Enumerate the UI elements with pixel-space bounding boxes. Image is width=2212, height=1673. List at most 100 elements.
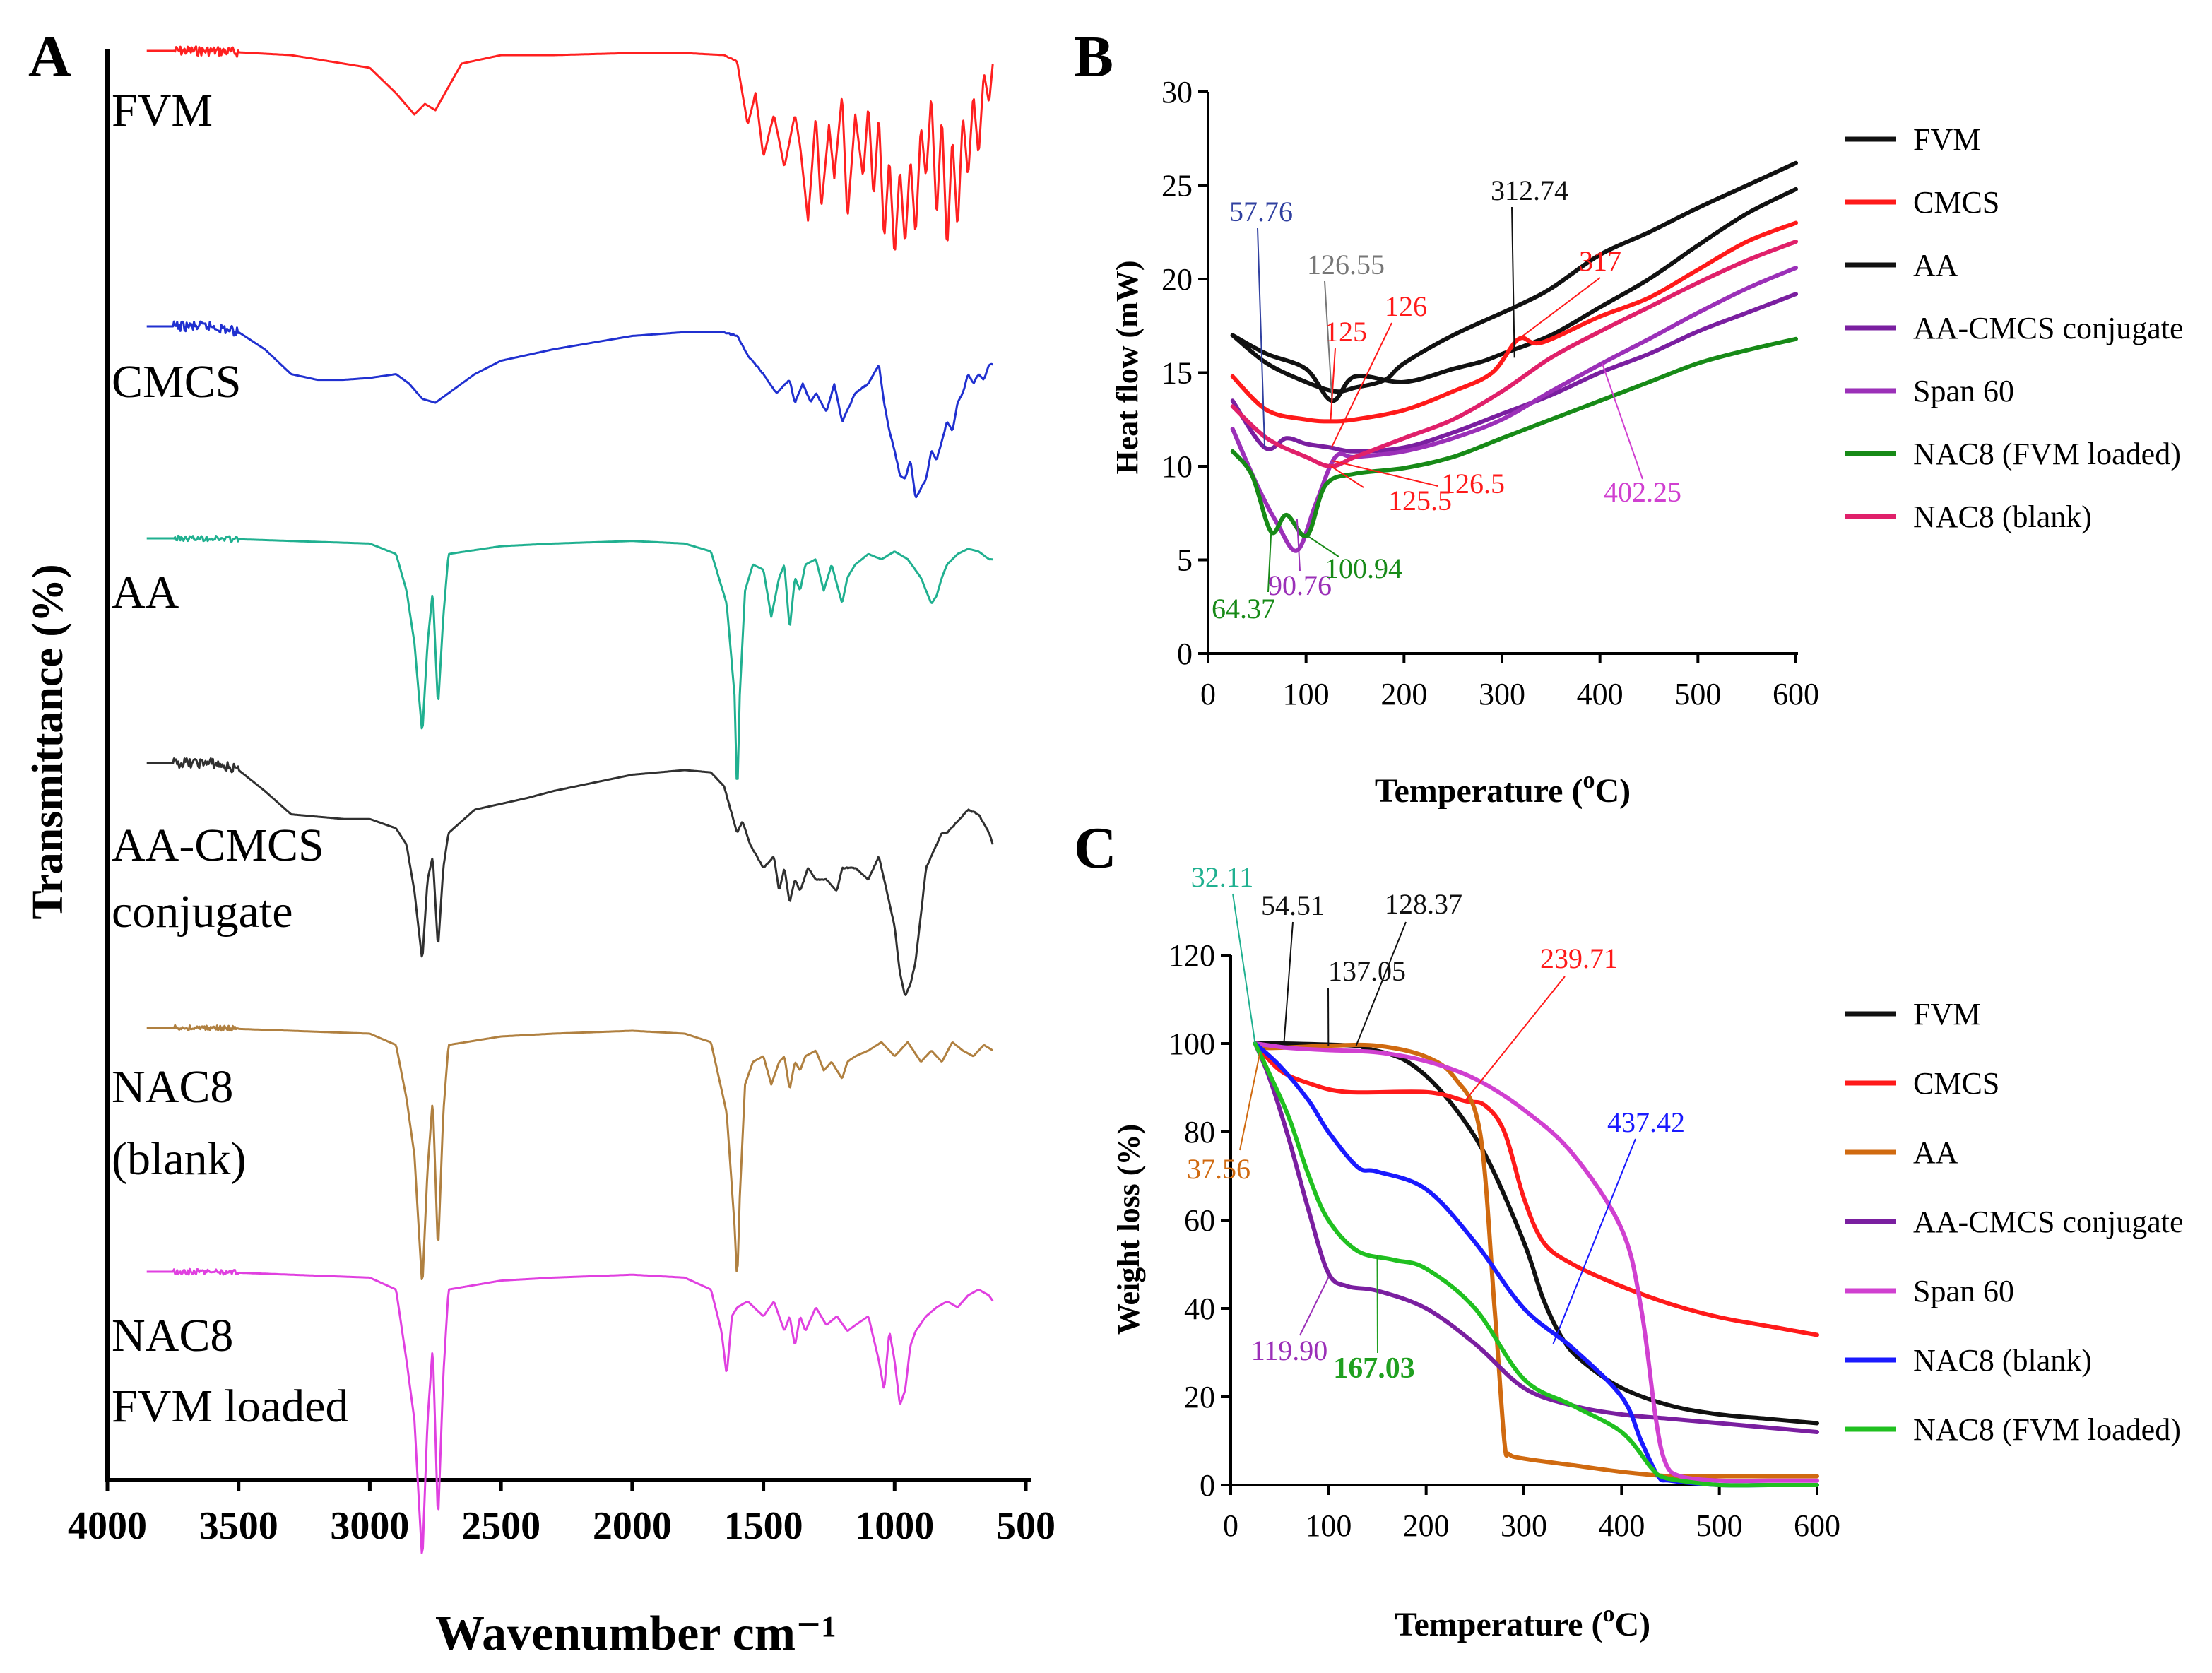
panel-a-traces <box>146 45 994 1554</box>
panel-a-x-tick-label: 2000 <box>593 1504 672 1548</box>
panel-c-annotation-leader <box>1239 1052 1261 1151</box>
panel-b-annotation-leader <box>1306 535 1339 557</box>
panel-a-letter: A <box>28 24 71 90</box>
panel-c-y-tick-label: 20 <box>1184 1380 1215 1414</box>
panel-b-series <box>1230 160 1798 553</box>
panel-c-y-tick-label: 40 <box>1184 1291 1215 1326</box>
panel-c-annotation-label: 167.03 <box>1333 1352 1415 1385</box>
panel-b-annotation-leader <box>1296 519 1301 572</box>
panel-a-x-tick-label: 500 <box>996 1504 1055 1548</box>
ftir-trace-cmcs <box>146 320 994 499</box>
panel-c-annotation-leader <box>1464 976 1566 1101</box>
panel-b-legend-label: NAC8 (FVM loaded) <box>1913 437 2181 471</box>
panel-c-x-axis-label-end: C) <box>1614 1606 1650 1643</box>
panel-b-annotation-label: 126.55 <box>1307 249 1385 280</box>
panel-c-annotation-label: 32.11 <box>1191 861 1254 893</box>
panel-b-legend: FVM CMCS AA AA-CMCS conjugate Span 60 NAC8 (F… <box>1845 122 2184 534</box>
panel-b-series-span-60 <box>1230 266 1798 553</box>
panel-b-x-ticks: 0 100 200 300 400 500 600 <box>1200 654 1819 711</box>
panel-a-x-tick-label: 3000 <box>330 1504 409 1548</box>
trace-label-nac8-blank-line2: (blank) <box>112 1133 247 1185</box>
ftir-trace-fvm <box>146 45 994 251</box>
trace-label-aa-cmcs-line1: AA-CMCS <box>112 820 324 871</box>
panel-b-annotation-leader <box>1257 227 1266 448</box>
panel-c-x-tick-label: 100 <box>1305 1508 1352 1543</box>
panel-c-y-tick-label: 100 <box>1169 1027 1215 1061</box>
panel-c-x-tick-label: 600 <box>1794 1508 1840 1543</box>
panel-b-x-axis-label-main: Temperature ( <box>1375 772 1583 810</box>
panel-b-dsc: 0 5 10 15 20 25 30 0 100 200 300 400 500 600 Heat fl… <box>1110 75 2184 810</box>
trace-label-cmcs: CMCS <box>112 356 241 408</box>
panel-c-x-tick-label: 500 <box>1696 1508 1743 1543</box>
panel-a-x-tick-label: 2500 <box>461 1504 540 1548</box>
panel-b-x-tick-label: 300 <box>1479 677 1525 711</box>
panel-b-y-tick-label: 20 <box>1161 262 1193 297</box>
panel-a-x-tick-label: 1000 <box>855 1504 934 1548</box>
panel-c-legend-label: Span 60 <box>1913 1274 2014 1308</box>
trace-label-fvm: FVM <box>112 85 213 136</box>
panel-b-y-tick-label: 15 <box>1161 356 1193 391</box>
panel-c-series-nac8-blank <box>1253 1041 1819 1488</box>
panel-c-x-tick-label: 0 <box>1223 1508 1238 1543</box>
panel-a-x-axis-label: Wavenumber cm⁻¹ <box>435 1607 836 1661</box>
ftir-trace-aa <box>146 534 993 780</box>
panel-c-annotation-label: 119.90 <box>1251 1335 1328 1366</box>
panel-c-x-axis-label: Temperature (oC) <box>1395 1601 1650 1643</box>
panel-b-annotation-label: 100.94 <box>1325 552 1402 584</box>
panel-b-x-tick-label: 600 <box>1773 677 1819 711</box>
trace-label-aa: AA <box>112 567 179 618</box>
panel-b-annotation-leader <box>1267 531 1272 593</box>
panel-c-x-tick-label: 400 <box>1598 1508 1645 1543</box>
panel-b-annotation-leader <box>1324 280 1333 401</box>
panel-c-series-aa <box>1253 1041 1819 1479</box>
panel-c-y-tick-label: 80 <box>1184 1115 1215 1149</box>
trace-label-nac8-fvm-line2: FVM loaded <box>112 1381 348 1432</box>
panel-b-x-axis-label: Temperature (oC) <box>1375 767 1631 810</box>
panel-a-x-tick-label: 1500 <box>724 1504 803 1548</box>
panel-c-annotation-label: 137.05 <box>1328 955 1406 987</box>
panel-b-y-tick-label: 25 <box>1161 169 1193 203</box>
panel-b-y-axis-label: Heat flow (mW) <box>1110 260 1145 474</box>
panel-b-annotation-label: 126 <box>1385 290 1427 322</box>
panel-b-annotation-label: 64.37 <box>1212 593 1275 625</box>
panel-b-legend-label: FVM <box>1913 122 1980 157</box>
panel-b-series-nac8-fvm-loaded <box>1230 336 1798 538</box>
panel-a-x-ticks: 4000 3500 3000 2500 2000 1500 1000 500 <box>68 1480 1055 1548</box>
panel-b-x-axis-label-sup: o <box>1583 767 1595 793</box>
panel-c-series-nac8-fvm-loaded <box>1253 1041 1819 1488</box>
panel-c-legend-label: AA-CMCS conjugate <box>1913 1205 2184 1239</box>
panel-b-x-tick-label: 400 <box>1577 677 1623 711</box>
panel-c-legend-label: NAC8 (FVM loaded) <box>1913 1412 2181 1447</box>
panel-b-annotation-leader <box>1601 362 1643 480</box>
panel-b-annotation-leader <box>1518 277 1601 340</box>
panel-b-series-cmcs <box>1230 220 1798 424</box>
panel-b-x-tick-label: 0 <box>1200 677 1216 711</box>
panel-b-y-tick-label: 5 <box>1177 543 1193 578</box>
panel-c-x-tick-label: 300 <box>1501 1508 1547 1543</box>
panel-c-annotation-leader <box>1283 921 1294 1044</box>
panel-c-series-span-60 <box>1253 1041 1819 1484</box>
panel-c-annotation-label: 437.42 <box>1607 1106 1685 1138</box>
panel-a-x-tick-label: 3500 <box>199 1504 278 1548</box>
panel-a-trace-labels: FVM CMCS AA AA-CMCS conjugate NAC8 (blan… <box>112 85 348 1432</box>
panel-c-legend-label: CMCS <box>1913 1066 1999 1101</box>
panel-c-tga: 0 20 40 60 80 100 120 0 100 200 300 400 500 600 Weig… <box>1111 861 2184 1643</box>
panel-c-annotation-label: 239.71 <box>1540 942 1618 974</box>
panel-c-legend-label: FVM <box>1913 997 1980 1031</box>
panel-b-y-tick-label: 10 <box>1161 449 1193 484</box>
panel-b-annotation-label: 57.76 <box>1229 196 1293 227</box>
panel-b-legend-label: Span 60 <box>1913 374 2014 408</box>
panel-b-series-aa <box>1230 160 1798 394</box>
panel-b-annotation-label: 125.5 <box>1388 485 1452 516</box>
panel-a-y-axis-label: Transmittance (%) <box>24 564 72 919</box>
panel-b-annotation-label: 402.25 <box>1604 476 1681 508</box>
panel-b-annotation-label: 317 <box>1579 245 1621 277</box>
panel-c-x-axis-label-sup: o <box>1602 1601 1614 1627</box>
panel-b-series-nac8-blank <box>1230 240 1798 468</box>
ftir-trace-aa-cmcs-conjugate <box>146 757 994 996</box>
panel-c-letter: C <box>1074 815 1117 881</box>
trace-label-nac8-blank-line1: NAC8 <box>112 1061 233 1113</box>
